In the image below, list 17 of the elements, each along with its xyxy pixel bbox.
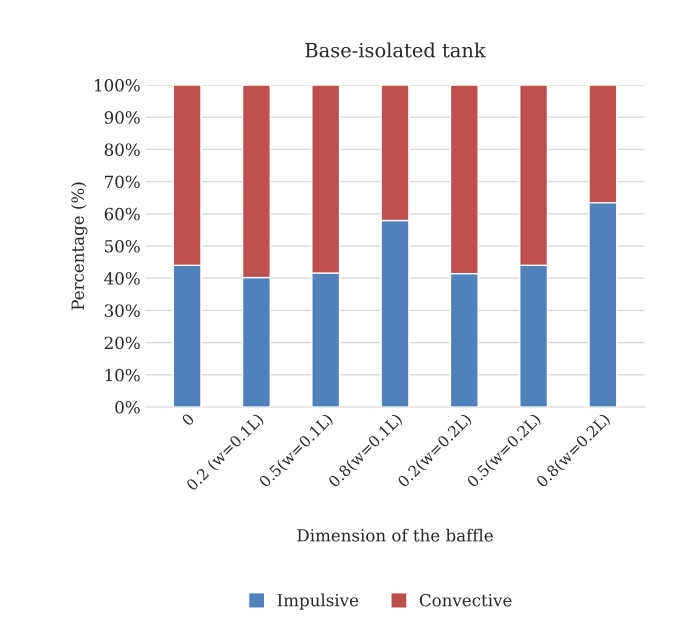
y-tick-label: 0% bbox=[115, 400, 140, 414]
y-tick-label: 20% bbox=[104, 336, 140, 350]
y-axis-title: Percentage (%) bbox=[71, 182, 88, 310]
legend-label: Convective bbox=[420, 594, 512, 606]
y-tick-label: 80% bbox=[104, 143, 140, 156]
y-tick-label: 100% bbox=[95, 78, 140, 92]
x-axis-title: Dimension of the baffle bbox=[297, 528, 493, 542]
x-tick-label: 0 bbox=[181, 412, 195, 426]
y-tick-label: 90% bbox=[104, 111, 140, 124]
y-tick-label: 50% bbox=[105, 240, 140, 253]
y-tick-label: 60% bbox=[104, 208, 140, 220]
chart-title: Base-isolated tank bbox=[305, 42, 486, 58]
y-tick-label: 30% bbox=[104, 304, 140, 317]
y-tick-label: 70% bbox=[105, 176, 140, 188]
y-tick-label: 10% bbox=[106, 368, 140, 382]
legend-label: Impulsive bbox=[278, 594, 358, 610]
y-tick-label: 40% bbox=[104, 272, 140, 285]
